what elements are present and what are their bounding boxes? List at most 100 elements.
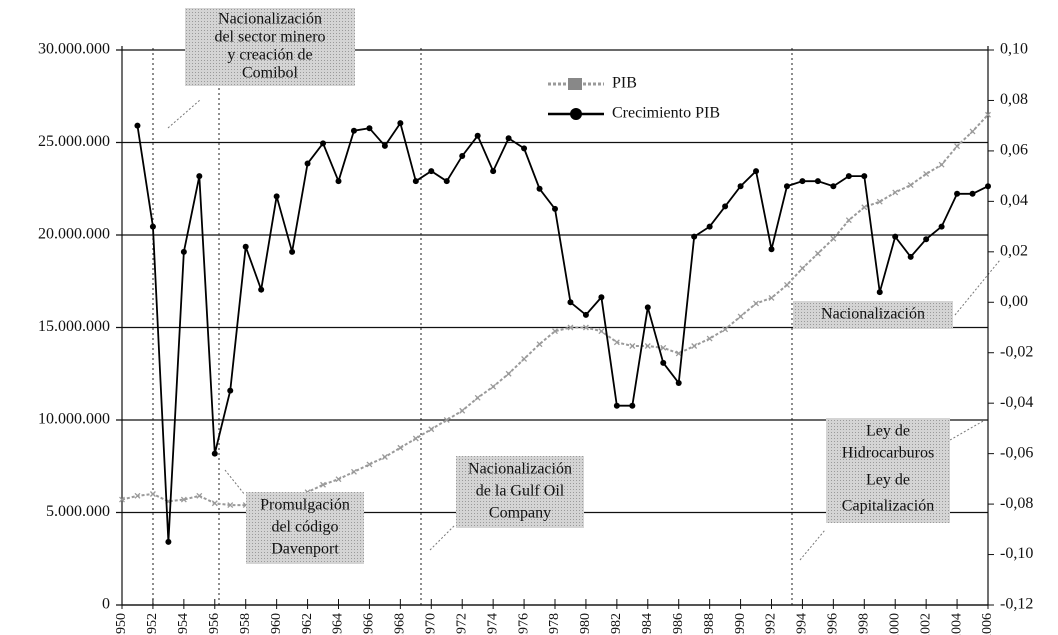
annotation-text: Comibol — [242, 65, 299, 82]
x-tick-label: 1990 — [733, 613, 748, 635]
y-tick-label: 0 — [102, 596, 110, 613]
x-tick-label: 1962 — [300, 613, 315, 635]
pib-marker — [830, 235, 837, 242]
growth-marker — [985, 183, 991, 190]
y-tick-label: 30.000.000 — [38, 41, 110, 58]
growth-marker — [814, 178, 821, 185]
pib-marker — [505, 370, 512, 377]
growth-marker — [954, 190, 961, 197]
x-tick-label: 1960 — [269, 613, 284, 635]
y2-tick-label: -0,08 — [1000, 495, 1033, 512]
pib-marker — [180, 496, 187, 503]
pib-marker — [706, 335, 713, 342]
pib-marker — [861, 204, 868, 211]
annotation-text: Company — [489, 505, 551, 522]
growth-marker — [613, 402, 620, 409]
y2-tick-label: 0,04 — [1000, 192, 1028, 209]
y2-tick-label: -0,10 — [1000, 545, 1033, 562]
pib-marker — [428, 426, 435, 433]
y-tick-label: 15.000.000 — [38, 318, 110, 335]
x-tick-label: 1986 — [671, 613, 686, 635]
growth-marker — [768, 246, 775, 253]
pib-marker — [768, 294, 775, 301]
growth-marker — [691, 233, 698, 240]
annotation: Nacionalización — [793, 301, 953, 329]
growth-marker — [428, 168, 435, 175]
annotation: Nacionalización de la Gulf Oil Company — [456, 456, 584, 528]
x-tick-label: 1994 — [795, 613, 810, 635]
x-tick-label: 1984 — [640, 613, 655, 635]
x-tick-label: 1956 — [207, 613, 222, 635]
pib-marker — [644, 343, 651, 349]
pib-marker — [660, 344, 667, 351]
pib-marker — [784, 281, 790, 288]
growth-marker — [830, 183, 837, 190]
growth-marker — [706, 223, 713, 230]
x-tick-label: 1968 — [393, 613, 408, 635]
growth-marker — [567, 299, 574, 306]
leader-lines — [167, 99, 1001, 561]
growth-marker — [350, 127, 357, 134]
y2-tick-label: -0,04 — [1000, 394, 1033, 411]
pib-marker — [814, 250, 821, 257]
growth-marker — [521, 145, 528, 152]
pib-marker — [397, 444, 404, 451]
pib-marker — [923, 170, 930, 177]
growth-marker — [490, 168, 497, 175]
annotation-text: Capitalización — [842, 498, 934, 515]
y-tick-label: 5.000.000 — [46, 503, 110, 520]
growth-marker — [644, 304, 651, 311]
pib-marker — [412, 435, 419, 442]
growth-marker — [552, 205, 558, 212]
growth-marker — [474, 132, 481, 139]
growth-marker — [505, 135, 512, 142]
growth-marker — [783, 183, 790, 190]
pib-marker — [320, 481, 326, 488]
growth-marker — [196, 173, 203, 180]
growth-marker — [923, 236, 930, 243]
pib-marker — [737, 313, 744, 320]
annotation-text: del código — [271, 519, 338, 536]
growth-marker — [629, 402, 636, 409]
y-tick-label: 25.000.000 — [38, 133, 110, 150]
y2-tick-label: 0,06 — [1000, 142, 1028, 159]
pib-marker — [459, 407, 466, 414]
growth-marker — [381, 142, 388, 149]
growth-marker — [876, 289, 883, 296]
annotation-text: Ley de — [866, 472, 910, 489]
x-tick-label: 1992 — [764, 613, 779, 635]
growth-marker — [582, 311, 589, 318]
pib-marker — [536, 341, 543, 348]
pib-marker — [490, 383, 497, 390]
growth-marker — [180, 248, 187, 255]
pib-marker — [443, 417, 450, 423]
growth-marker — [675, 380, 682, 386]
legend-swatch — [568, 78, 582, 90]
growth-marker — [366, 125, 373, 132]
growth-marker — [598, 294, 605, 301]
series-line — [136, 121, 989, 542]
growth-marker — [660, 359, 667, 366]
pib-marker — [691, 343, 698, 349]
annotation: Promulgación del código Davenport — [246, 492, 364, 564]
annotation-box — [826, 418, 950, 468]
growth-marker — [845, 173, 852, 180]
growth-marker — [149, 223, 156, 230]
y-tick-label: 10.000.000 — [38, 411, 110, 428]
growth-marker — [799, 178, 806, 185]
pib-marker — [675, 350, 682, 357]
growth-marker — [397, 120, 404, 127]
annotation-text: de la Gulf Oil — [476, 483, 565, 500]
legend-label: PIB — [612, 75, 637, 92]
growth-marker — [412, 178, 419, 185]
y2-tick-label: -0,12 — [1000, 596, 1033, 613]
pib-marker — [567, 324, 574, 331]
pib-marker — [938, 161, 945, 168]
pib-marker — [351, 468, 357, 475]
pib-marker — [149, 491, 156, 497]
x-tick-label: 1966 — [362, 613, 377, 635]
x-tick-label: 1978 — [547, 613, 562, 635]
annotation-box — [456, 456, 584, 528]
